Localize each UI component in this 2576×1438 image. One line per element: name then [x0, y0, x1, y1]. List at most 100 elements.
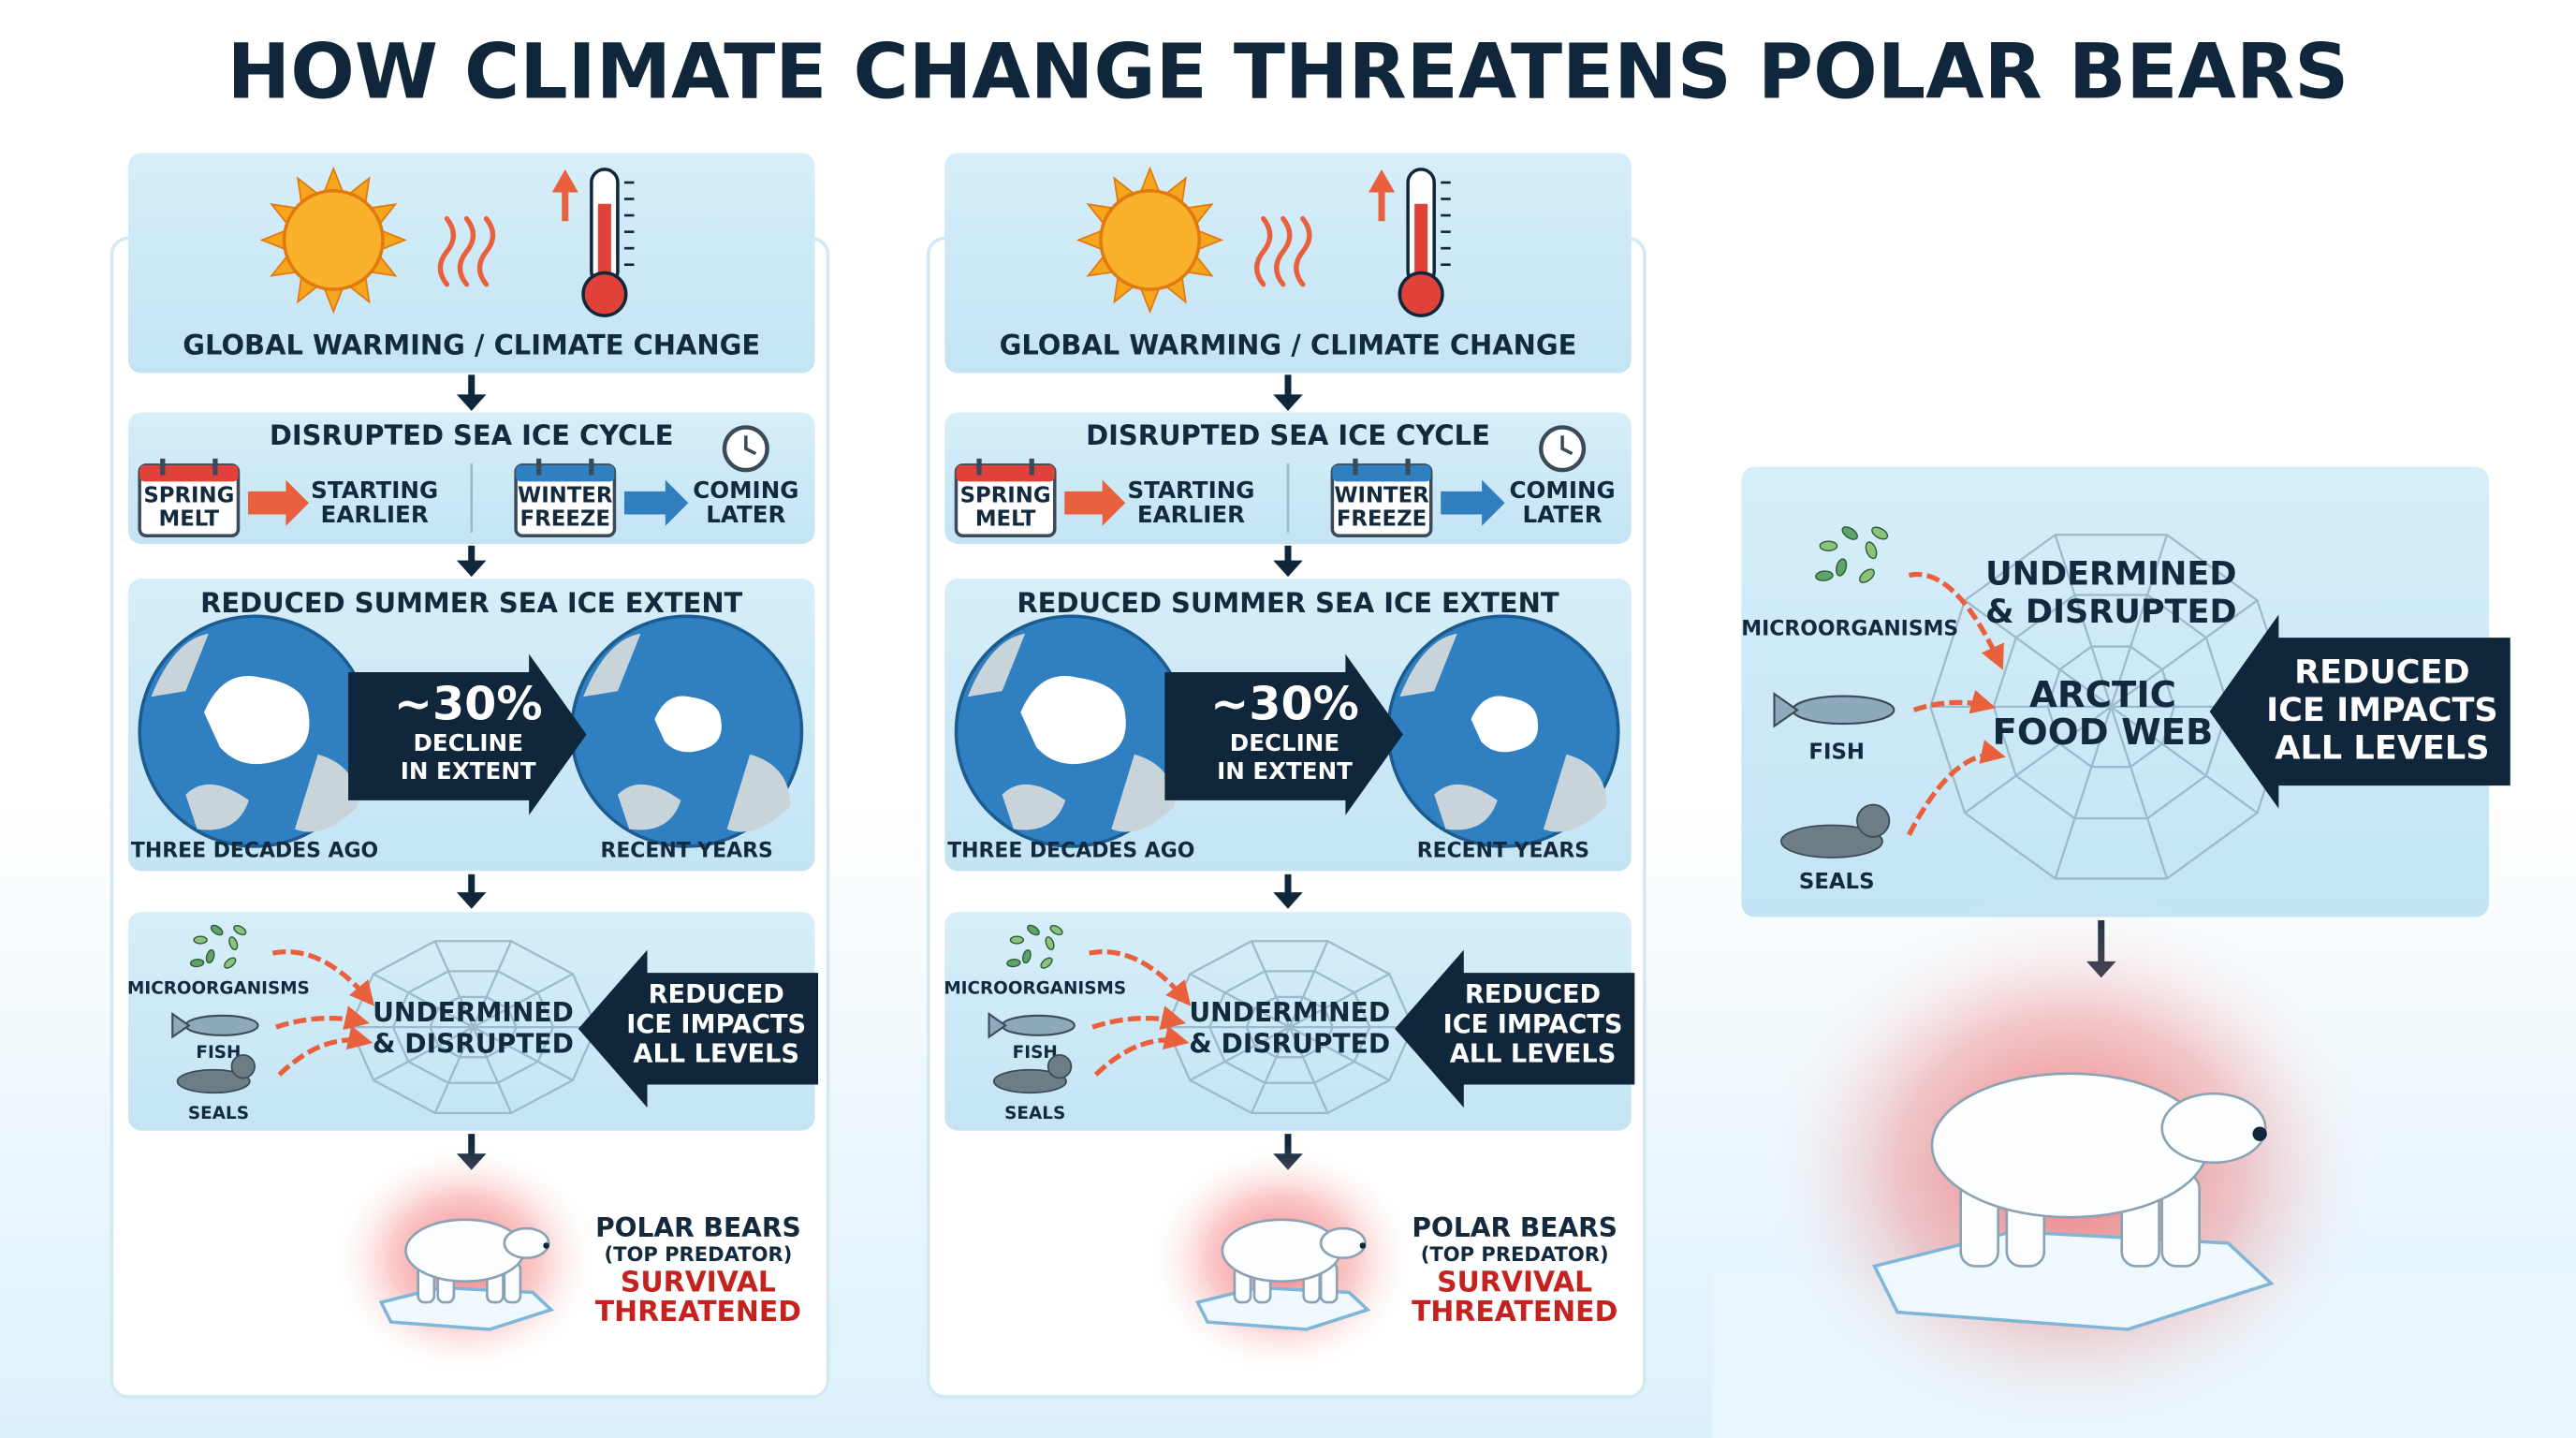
web-strand [2110, 534, 2169, 708]
calendar-top [1332, 464, 1431, 482]
seal-head [1046, 1054, 1073, 1079]
label: MICROORGANISMS [944, 979, 1126, 999]
label: ALL LEVELS [2275, 728, 2489, 767]
land [1434, 784, 1498, 830]
bear-head [503, 1226, 550, 1259]
label: ARCTIC [2029, 674, 2176, 716]
impact-arrow [1908, 571, 2004, 670]
label: POLAR BEARS [595, 1212, 801, 1243]
web-strand [373, 1026, 475, 1081]
microorganism [1859, 568, 1875, 583]
sun [1099, 188, 1201, 291]
label: UNDERMINED [373, 997, 574, 1028]
label: FREEZE [520, 506, 610, 531]
impact-arrow [1089, 949, 1192, 1006]
microorganism [1045, 936, 1055, 951]
land [726, 754, 791, 832]
label: GLOBAL WARMING / CLIMATE CHANGE [183, 329, 760, 360]
web-strand [1289, 1026, 1390, 1081]
label: ALL LEVELS [633, 1039, 799, 1068]
impact-banner [578, 949, 819, 1108]
microorganism [1836, 558, 1848, 577]
label: MELT [159, 506, 220, 531]
heat-wave [476, 215, 496, 287]
label: UNDERMINED [1985, 554, 2236, 593]
sea-ice [1471, 696, 1539, 753]
web-strand [472, 940, 513, 1028]
web-strand [1189, 1026, 1291, 1081]
label: THREE DECADES AGO [131, 839, 378, 862]
label: FISH [1808, 740, 1865, 764]
fish-tail [1773, 692, 1799, 728]
up-arrow-head [551, 169, 578, 193]
web-strand [2054, 706, 2113, 879]
microorganism [1040, 957, 1053, 969]
label: (TOP PREDATOR) [1421, 1242, 1609, 1266]
impact-arrow [1091, 1005, 1187, 1031]
clock-hands [1560, 435, 1573, 456]
web-strand [2110, 599, 2259, 708]
label: RECENT YEARS [1417, 839, 1589, 862]
thermometer-bulb [1398, 271, 1444, 317]
decline-arrow [1164, 653, 1403, 815]
flow-arrow-head [456, 394, 487, 411]
web-strand [1251, 1026, 1291, 1114]
label: MICROORGANISMS [1741, 617, 1958, 640]
label: STARTING [1127, 477, 1254, 504]
label: IN EXTENT [1217, 757, 1353, 785]
microorganism [1006, 959, 1021, 968]
label: COMING [693, 477, 798, 504]
up-arrow-head [1368, 169, 1396, 193]
label: MELT [975, 506, 1036, 531]
web-strand [2110, 706, 2169, 879]
fish-tail [171, 1012, 191, 1039]
web-strand [433, 940, 475, 1028]
decline-arrow [348, 653, 587, 815]
land [1111, 754, 1175, 832]
microorganism [189, 959, 205, 968]
web-strand [433, 1026, 475, 1114]
clock-hands [744, 435, 757, 456]
web-strand [472, 973, 574, 1029]
label: ALL LEVELS [1450, 1039, 1617, 1068]
microorganism [1819, 540, 1838, 551]
label: REDUCED [649, 980, 784, 1009]
web-strand [472, 1026, 574, 1081]
sea-ice [203, 675, 310, 765]
web-strand [472, 1026, 513, 1114]
label: WINTER [518, 484, 613, 508]
web-strand [2054, 534, 2113, 708]
web-strand [1251, 940, 1291, 1028]
label: LATER [706, 501, 785, 528]
label: MICROORGANISMS [127, 979, 310, 999]
land [185, 784, 249, 830]
land [1399, 633, 1457, 697]
impact-banner [1395, 949, 1635, 1108]
heat-wave [437, 215, 457, 287]
web-strand [1964, 705, 2112, 814]
label: ICE IMPACTS [1443, 1010, 1623, 1039]
microorganism [1841, 526, 1858, 540]
label: THREATENED [595, 1296, 801, 1328]
thermometer-fill [597, 203, 611, 285]
flow-arrow-head [456, 892, 487, 909]
sea-ice [1020, 675, 1126, 765]
label: UNDERMINED [1189, 997, 1390, 1028]
fish [1792, 695, 1895, 726]
land [967, 633, 1026, 697]
label: SURVIVAL [1437, 1266, 1592, 1299]
bear-nose [2252, 1126, 2267, 1141]
microorganism [193, 935, 208, 945]
land [617, 784, 681, 830]
fish [184, 1014, 259, 1036]
label: SEALS [1799, 870, 1875, 894]
label: COMING [1509, 477, 1615, 504]
microorganism [1009, 935, 1025, 945]
bear-nose [543, 1242, 549, 1249]
seal [1780, 824, 1883, 858]
calendar-top [956, 464, 1055, 482]
web-strand [373, 973, 475, 1029]
heat-wave [1294, 215, 1312, 287]
fish [1001, 1014, 1076, 1036]
bear-head [2160, 1092, 2267, 1165]
